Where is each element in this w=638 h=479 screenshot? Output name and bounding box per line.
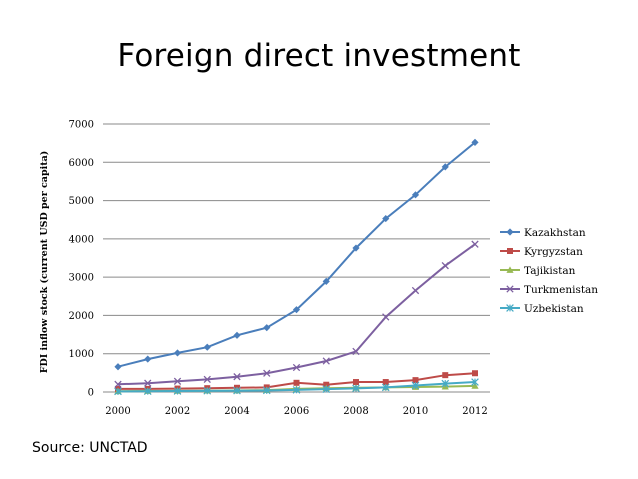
data-point [411,381,420,390]
data-point [382,379,389,386]
data-point [292,386,301,394]
data-point [143,387,152,396]
data-point [506,228,514,236]
data-point [114,363,122,371]
data-point [472,370,478,377]
data-point [263,369,271,377]
legend-label: Kazakhstan [524,227,586,239]
y-tick-label: 1000 [69,349,94,360]
data-point [233,386,241,395]
x-tick-label: 2006 [284,406,309,417]
legend-label: Tajikistan [524,265,576,277]
x-tick-label: 2004 [224,406,249,417]
slide-title: Foreign direct investment [117,38,521,74]
data-point [203,343,211,351]
legend-label: Uzbekistan [524,303,584,315]
series-lines [114,138,479,396]
data-point [352,384,360,393]
gridlines [103,123,490,393]
x-tick-label: 2008 [343,406,368,417]
data-point [352,244,360,252]
data-point [441,379,450,388]
data-point [471,382,479,389]
data-point [233,373,241,381]
data-point [262,386,271,395]
x-tick-label: 2000 [105,406,130,417]
legend-label: Turkmenistan [524,284,598,296]
data-point [411,191,420,199]
data-point [411,286,420,295]
series-line [117,141,476,368]
data-point [292,306,301,314]
data-point [114,387,122,396]
data-point [322,277,330,285]
data-point [506,285,514,293]
series-line [117,243,476,386]
data-point [441,261,449,270]
data-point [381,383,390,392]
data-point [412,377,419,384]
series-uzbekistan [114,378,479,396]
data-point [441,163,449,171]
data-point [233,331,241,339]
legend-item-turkmenistan: Turkmenistan [500,284,598,296]
y-axis-label: FDI inflow stock (current USD per capita… [39,151,50,374]
y-tick-label: 6000 [69,158,94,169]
legend-item-uzbekistan: Uzbekistan [500,303,584,315]
legend-item-tajikistan: Tajikistan [500,265,576,277]
series-kazakhstan [114,138,479,371]
data-point [442,372,449,379]
data-point [322,385,331,393]
y-tick-label: 4000 [69,234,94,245]
data-point [471,138,479,146]
y-tick-label: 7000 [69,120,94,131]
data-point [382,214,390,223]
data-point [173,349,182,357]
data-point [203,387,212,395]
y-tick-label: 2000 [69,311,94,322]
source-note: Source: UNCTAD [32,440,148,456]
legend-item-kazakhstan: Kazakhstan [500,227,586,239]
data-point [173,377,182,385]
data-point [471,378,479,386]
x-tick-label: 2002 [165,406,190,417]
data-point [173,387,182,395]
data-point [506,304,514,312]
data-point [293,379,300,386]
data-point [144,355,152,363]
data-point [382,313,390,321]
x-tick-label: 2010 [403,406,428,417]
x-tick-label: 2012 [462,406,487,417]
data-point [322,357,330,365]
data-point [507,248,513,254]
legend: Kazakhstan Kyrgyzstan Tajikistan Turkmenist… [500,227,598,315]
data-point [144,379,152,387]
legend-label: Kyrgyzstan [524,246,583,258]
data-point [506,266,514,273]
data-point [352,347,360,356]
data-point [353,379,359,386]
y-tick-label: 5000 [69,196,94,207]
series-turkmenistan [114,240,479,389]
legend-item-kyrgyzstan: Kyrgyzstan [500,246,583,258]
y-tick-label: 0 [88,388,94,399]
axes: 0 1000 2000 3000 4000 5000 6000 7000 2000 2002 200… [69,120,488,418]
data-point [471,240,479,248]
data-point [292,363,301,372]
data-point [203,375,211,384]
y-tick-label: 3000 [69,273,94,284]
data-point [114,380,122,389]
data-point [263,324,271,332]
